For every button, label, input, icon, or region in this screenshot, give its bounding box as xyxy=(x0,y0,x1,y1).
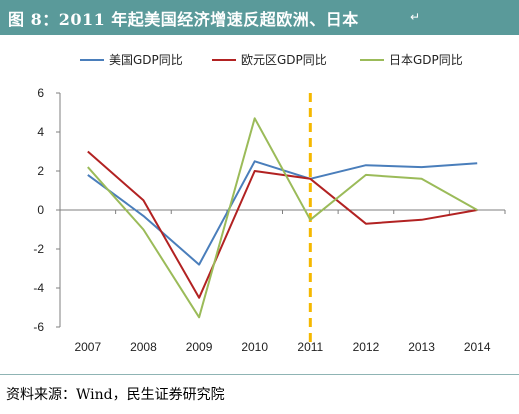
y-tick-label: -2 xyxy=(33,242,44,256)
x-tick-label: 2013 xyxy=(408,340,435,354)
legend-label-1: 美国GDP同比 xyxy=(109,53,183,67)
x-tick-label: 2012 xyxy=(353,340,380,354)
source-note: 资料来源：Wind，民生证券研究院 xyxy=(6,387,225,403)
line-chart: 美国GDP同比 欧元区GDP同比 日本GDP同比 6 4 2 0 -2 -4 -6 2007 200… xyxy=(33,53,506,354)
legend-label-3: 日本GDP同比 xyxy=(389,53,463,67)
chart-legend: 美国GDP同比 欧元区GDP同比 日本GDP同比 xyxy=(80,53,463,67)
y-tick-label: -4 xyxy=(33,281,44,295)
x-tick-label: 2007 xyxy=(74,340,101,354)
x-tick-label: 2014 xyxy=(464,340,491,354)
footer-rule xyxy=(0,374,519,375)
y-tick-label: 0 xyxy=(37,203,44,217)
x-tick-label: 2010 xyxy=(241,340,268,354)
y-tick-label: 6 xyxy=(37,86,44,100)
series-line-2 xyxy=(87,150,478,299)
x-tick-label: 2008 xyxy=(130,340,157,354)
y-tick-label: 2 xyxy=(37,164,44,178)
y-tick-label: -6 xyxy=(33,320,44,334)
x-tick-label: 2009 xyxy=(186,340,213,354)
title-bar: 图 8：2011 年起美国经济增速反超欧洲、日本 ↵ xyxy=(0,0,519,34)
return-mark-icon: ↵ xyxy=(410,10,421,24)
figure-title: 图 8：2011 年起美国经济增速反超欧洲、日本 xyxy=(8,10,359,29)
x-tick-label: 2011 xyxy=(297,340,323,354)
legend-label-2: 欧元区GDP同比 xyxy=(241,53,327,67)
chart-axes: 6 4 2 0 -2 -4 -6 2007 2008 2009 2010 2011 2012 2013 20… xyxy=(33,86,506,354)
y-tick-label: 4 xyxy=(37,125,44,139)
title-rule xyxy=(0,34,519,35)
series-line-3 xyxy=(87,117,478,319)
chart-series xyxy=(87,117,478,319)
